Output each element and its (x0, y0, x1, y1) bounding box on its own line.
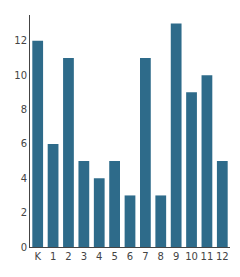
svg-text:10: 10 (14, 70, 27, 81)
svg-text:K: K (34, 251, 41, 262)
svg-text:9: 9 (173, 251, 179, 262)
svg-text:2: 2 (65, 251, 71, 262)
svg-text:6: 6 (21, 138, 27, 149)
svg-text:12: 12 (14, 35, 27, 46)
svg-text:7: 7 (142, 251, 148, 262)
svg-text:5: 5 (111, 251, 117, 262)
svg-text:1: 1 (50, 251, 56, 262)
svg-text:8: 8 (158, 251, 164, 262)
svg-text:2: 2 (21, 207, 27, 218)
svg-text:10: 10 (185, 251, 198, 262)
svg-text:4: 4 (96, 251, 102, 262)
svg-text:6: 6 (127, 251, 133, 262)
svg-text:4: 4 (21, 173, 27, 184)
svg-text:3: 3 (81, 251, 87, 262)
svg-text:11: 11 (201, 251, 214, 262)
svg-text:12: 12 (216, 251, 229, 262)
svg-text:0: 0 (21, 242, 27, 253)
svg-text:8: 8 (21, 104, 27, 115)
